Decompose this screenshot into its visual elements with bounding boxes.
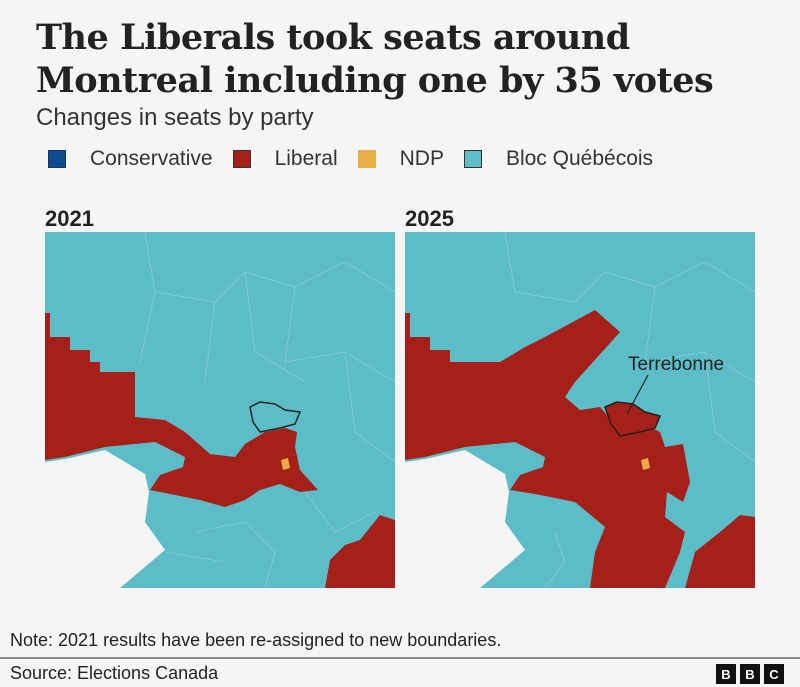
liberal-area-southeast <box>685 515 755 588</box>
ndp-area <box>641 458 650 470</box>
land-outside-area <box>405 450 525 588</box>
legend-swatch <box>463 150 482 168</box>
legend-item-liberal: Liberal <box>232 147 338 171</box>
legend-item-conservative: Conservative <box>48 147 213 171</box>
liberal-area-southeast <box>325 515 395 588</box>
map-year-2021: 2021 <box>45 206 94 231</box>
legend-swatch <box>357 150 376 168</box>
chart-subtitle: Changes in seats by party <box>36 104 314 131</box>
map-2025: Terrebonne <box>405 232 755 588</box>
legend-swatch <box>48 150 66 168</box>
legend-item-bloc: Bloc Québécois <box>463 147 654 171</box>
legend-label: Conservative <box>90 147 213 170</box>
legend: Conservative Liberal NDP Bloc Québécois <box>48 147 673 171</box>
legend-label: Liberal <box>274 147 338 170</box>
divider <box>0 657 800 659</box>
logo-letter: B <box>740 664 760 684</box>
terrebonne-outline <box>249 401 302 433</box>
bbc-logo: B B C <box>716 664 784 684</box>
logo-letter: C <box>764 664 784 684</box>
chart-title: The Liberals took seats around Montreal … <box>36 17 714 101</box>
riding-boundaries <box>504 232 755 588</box>
footnote: Note: 2021 results have been re-assigned… <box>10 630 502 650</box>
legend-swatch <box>232 150 251 168</box>
legend-label: Bloc Québécois <box>505 147 654 170</box>
land-outside-area <box>45 450 165 588</box>
liberal-area-west <box>45 313 318 507</box>
legend-item-ndp: NDP <box>357 147 444 171</box>
annotation-pointer <box>626 374 649 415</box>
ndp-area <box>281 458 290 470</box>
liberal-area-main <box>405 310 690 588</box>
source: Source: Elections Canada <box>10 663 219 683</box>
terrebonne-label: Terrebonne <box>628 354 724 375</box>
map-year-2025: 2025 <box>405 206 454 231</box>
terrebonne-outline <box>604 401 662 437</box>
map-2021 <box>45 232 395 588</box>
riding-boundaries <box>139 232 395 588</box>
legend-label: NDP <box>399 147 444 170</box>
logo-letter: B <box>716 664 736 684</box>
